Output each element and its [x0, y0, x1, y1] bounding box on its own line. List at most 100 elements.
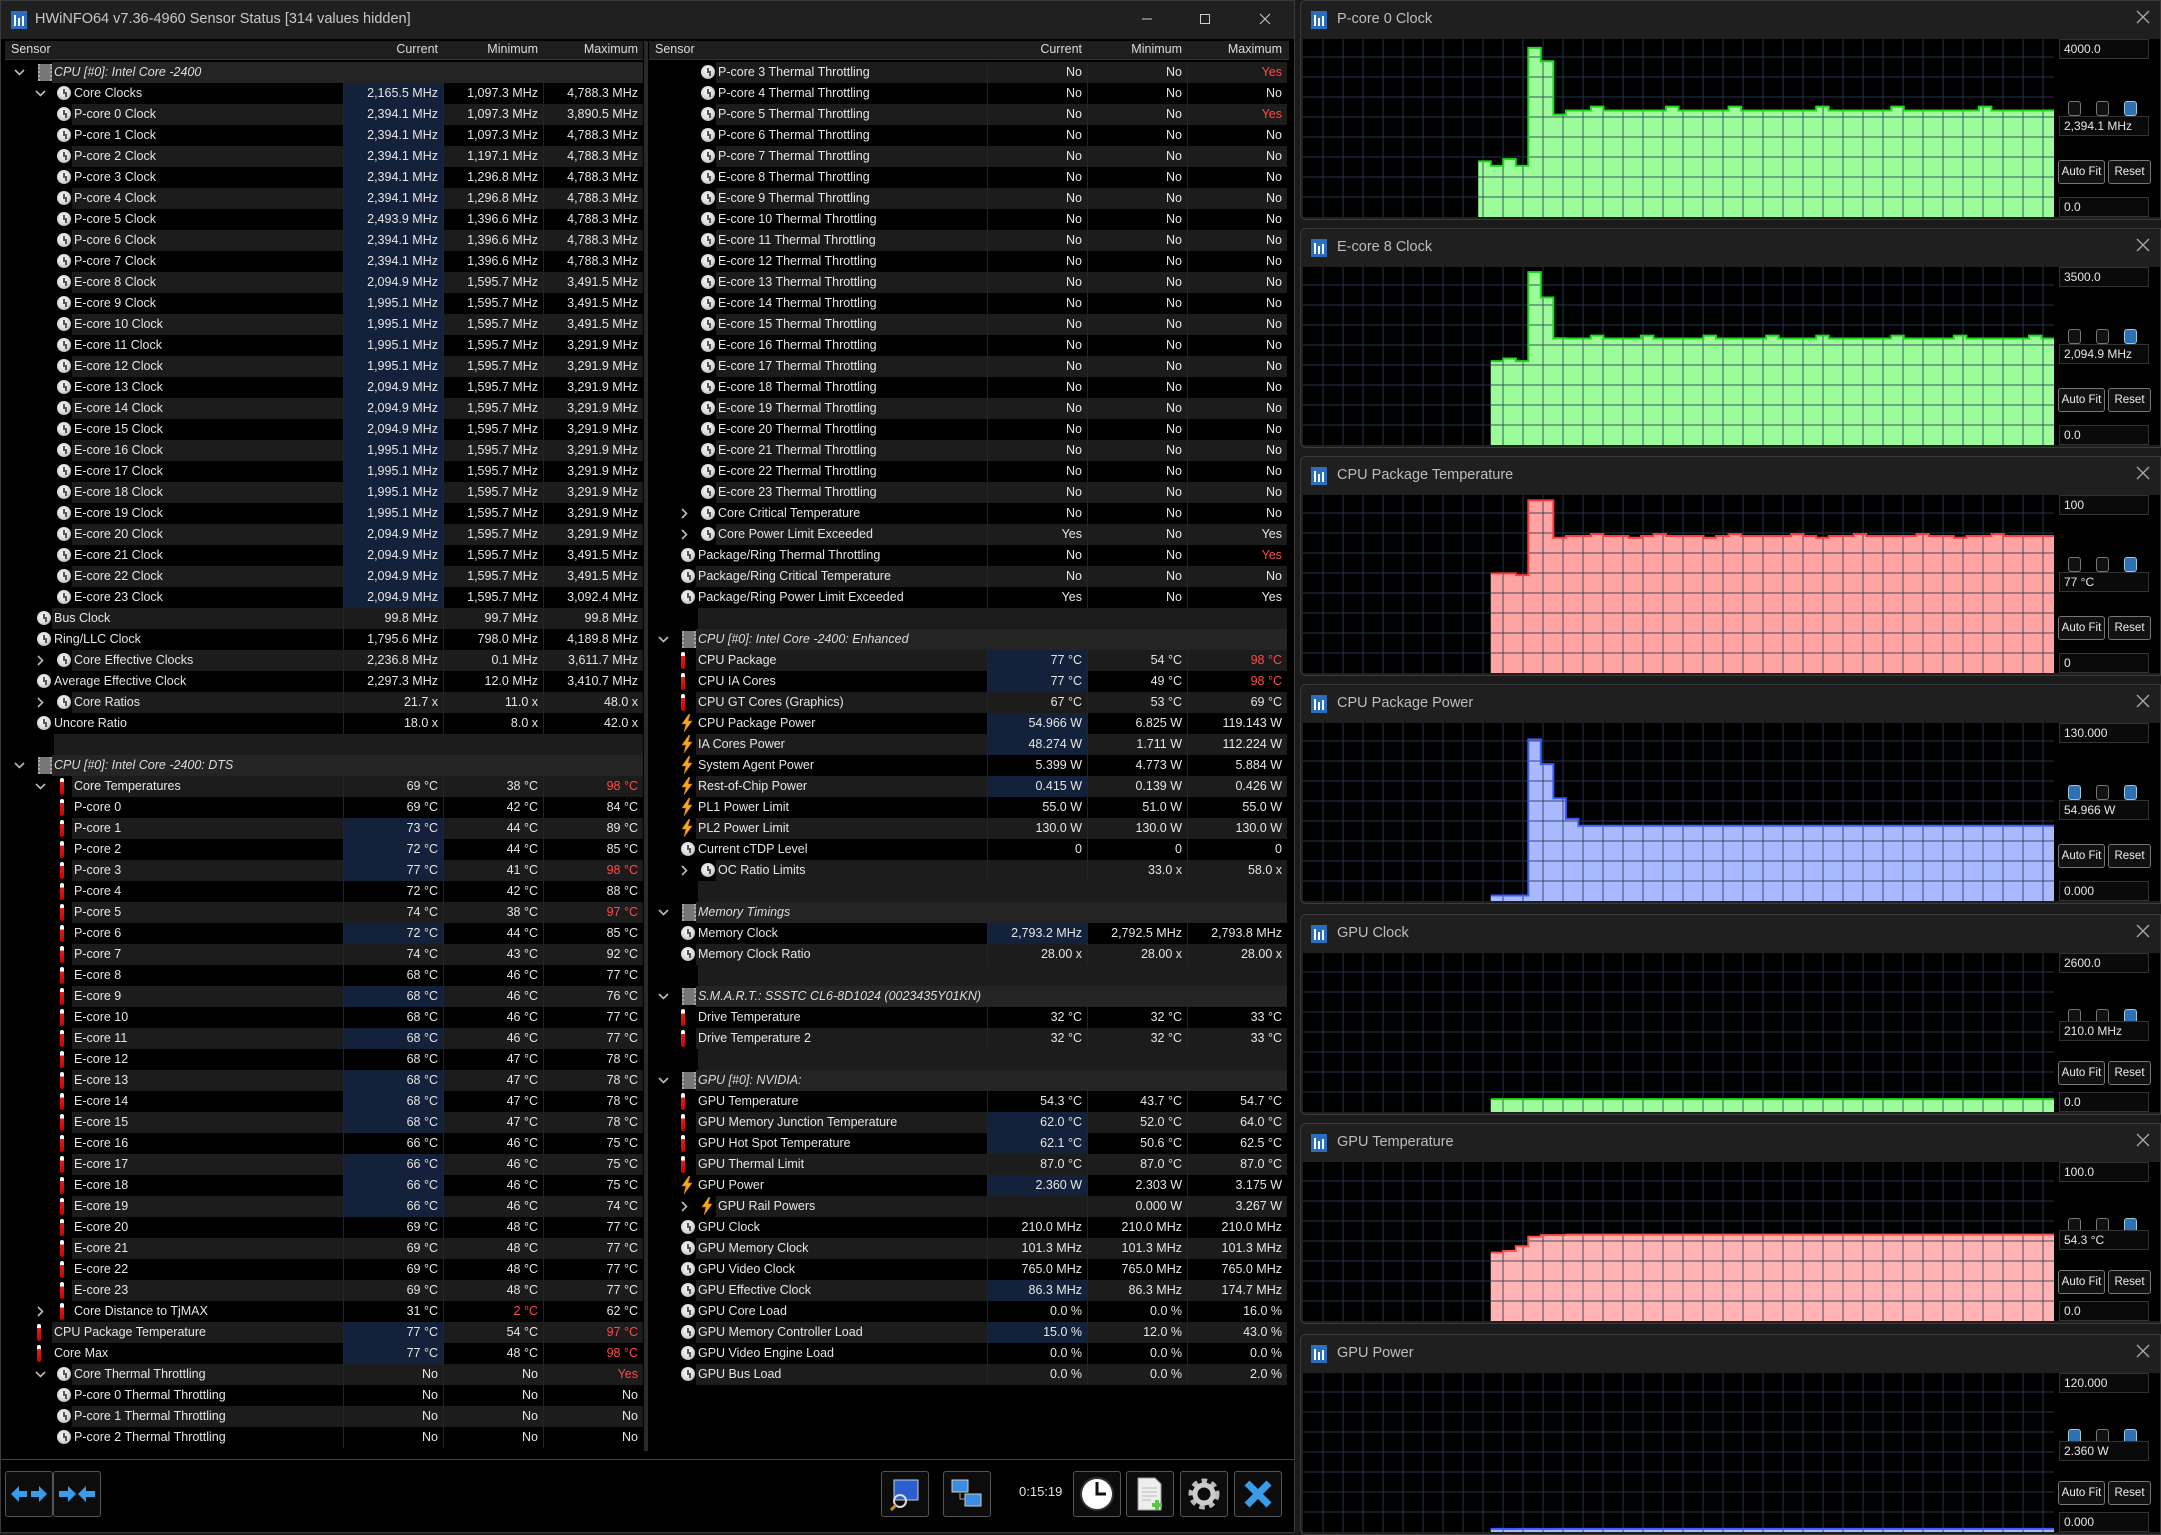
- graph-min-value[interactable]: 0: [2059, 653, 2149, 673]
- chevron-down-icon[interactable]: [658, 634, 669, 645]
- collapse-columns-button[interactable]: [53, 1471, 101, 1517]
- chevron-down-icon[interactable]: [658, 1075, 669, 1086]
- chevron-right-icon[interactable]: [35, 697, 46, 708]
- graph-option-checkbox[interactable]: [2096, 101, 2109, 116]
- graph-option-checkbox[interactable]: [2124, 101, 2137, 116]
- graph-option-checkbox[interactable]: [2068, 557, 2081, 572]
- auto-fit-button[interactable]: Auto Fit: [2058, 1481, 2105, 1505]
- reset-button[interactable]: Reset: [2108, 616, 2151, 640]
- sensor-group-header[interactable]: GPU [#0]: NVIDIA:: [649, 1070, 1289, 1091]
- reset-button[interactable]: Reset: [2108, 1270, 2151, 1294]
- reset-button[interactable]: Reset: [2108, 160, 2151, 184]
- close-icon[interactable]: [2136, 10, 2150, 24]
- auto-fit-button[interactable]: Auto Fit: [2058, 844, 2105, 868]
- graph-max-value[interactable]: 3500.0: [2059, 267, 2149, 287]
- chevron-down-icon[interactable]: [35, 1369, 46, 1380]
- column-header-minimum[interactable]: Minimum: [443, 42, 538, 56]
- graph-option-checkbox[interactable]: [2096, 557, 2109, 572]
- graph-max-value[interactable]: 100: [2059, 495, 2149, 515]
- logging-button[interactable]: [1126, 1471, 1174, 1517]
- graph-option-checkbox[interactable]: [2124, 329, 2137, 344]
- reset-button[interactable]: Reset: [2108, 388, 2151, 412]
- close-icon[interactable]: [2136, 924, 2150, 938]
- column-header-current[interactable]: Current: [343, 42, 438, 56]
- chevron-right-icon[interactable]: [35, 655, 46, 666]
- column-header-sensor[interactable]: Sensor: [655, 42, 695, 56]
- graph-max-value[interactable]: 130.000: [2059, 723, 2149, 743]
- chevron-right-icon[interactable]: [679, 865, 690, 876]
- close-icon[interactable]: [2136, 238, 2150, 252]
- graph-option-checkbox[interactable]: [2068, 785, 2081, 800]
- reset-button[interactable]: Reset: [2108, 1481, 2151, 1505]
- auto-fit-button[interactable]: Auto Fit: [2058, 160, 2105, 184]
- graph-option-checkbox[interactable]: [2124, 785, 2137, 800]
- auto-fit-button[interactable]: Auto Fit: [2058, 1270, 2105, 1294]
- chevron-right-icon[interactable]: [35, 1306, 46, 1317]
- column-header-sensor[interactable]: Sensor: [11, 42, 51, 56]
- chevron-right-icon[interactable]: [679, 508, 690, 519]
- network-button[interactable]: [943, 1471, 991, 1517]
- chevron-right-icon[interactable]: [679, 529, 690, 540]
- graph-option-checkbox[interactable]: [2096, 329, 2109, 344]
- chevron-down-icon[interactable]: [35, 88, 46, 99]
